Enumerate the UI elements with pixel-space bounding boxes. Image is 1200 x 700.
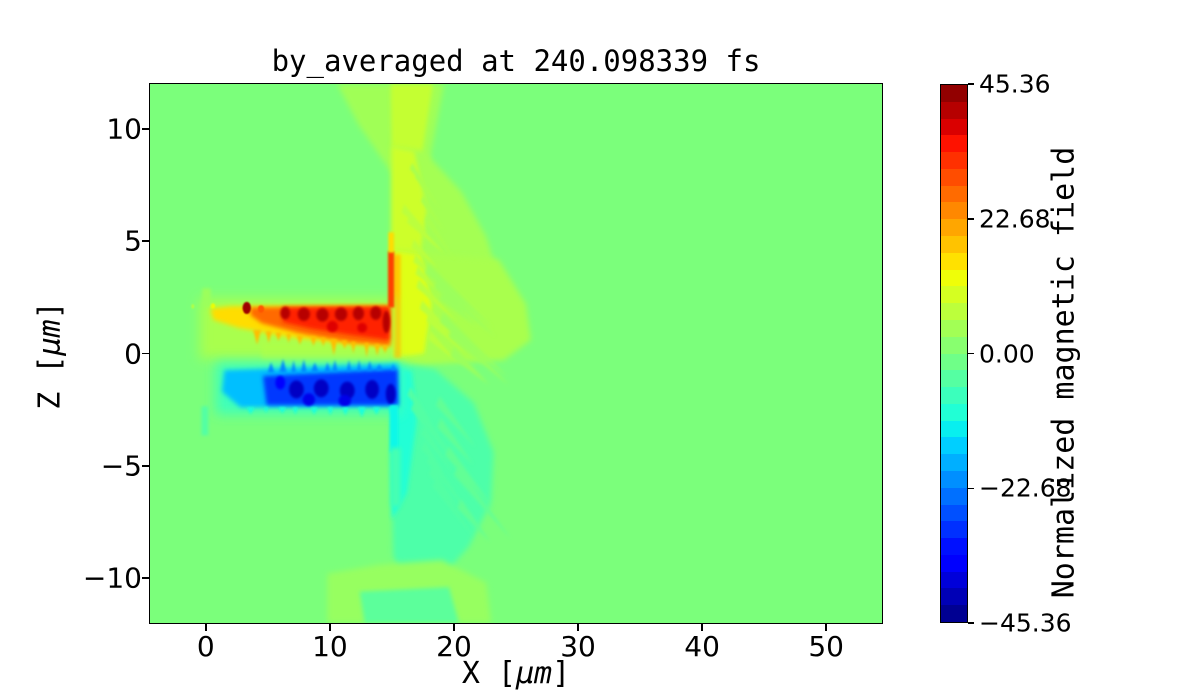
colorbar-band [941, 303, 967, 320]
y-tick-label: 5 [124, 224, 142, 258]
colorbar-band [941, 319, 967, 337]
colorbar-tick-label: −22.68 [979, 473, 1072, 503]
x-tick-mark [577, 623, 579, 631]
colorbar-band [941, 403, 967, 421]
y-tick-label: 10 [106, 112, 142, 146]
colorbar-tick-label: 22.68 [979, 204, 1051, 234]
colorbar-band [941, 269, 967, 287]
x-tick-label: 0 [196, 630, 215, 663]
colorbar [940, 84, 968, 623]
colorbar-tick-mark [968, 83, 974, 85]
colorbar-band [941, 487, 967, 505]
colorbar-band [941, 286, 967, 304]
colorbar-tick-label: 45.36 [979, 69, 1051, 99]
colorbar-band [941, 118, 967, 136]
colorbar-band [941, 353, 967, 371]
colorbar-band [941, 219, 967, 237]
colorbar-tick-label: 0.00 [979, 339, 1035, 368]
y-tick-label: −5 [100, 449, 142, 483]
x-tick-mark [453, 623, 455, 631]
x-tick-label: 30 [560, 630, 596, 663]
colorbar-band [941, 336, 967, 354]
colorbar-band [941, 605, 967, 622]
heatmap-image [150, 84, 882, 623]
heatmap-plot-area [150, 84, 882, 623]
colorbar-tick-mark [968, 487, 974, 489]
colorbar-band [941, 387, 967, 404]
x-tick-mark [329, 623, 331, 631]
colorbar-band [941, 152, 967, 169]
colorbar-band [941, 252, 967, 270]
colorbar-band [941, 85, 967, 102]
colorbar-tick-mark [968, 352, 974, 355]
colorbar-tick-label: −45.36 [979, 608, 1072, 638]
y-tick-mark [142, 240, 150, 242]
colorbar-band [941, 571, 967, 589]
colorbar-band [941, 554, 967, 572]
colorbar-band [941, 420, 967, 438]
x-tick-mark [701, 623, 703, 631]
y-tick-label: 0 [124, 337, 142, 370]
x-tick-label: 20 [436, 630, 472, 663]
colorbar-band [941, 521, 967, 539]
colorbar-band [941, 504, 967, 522]
y-tick-mark [142, 465, 150, 467]
colorbar-band [941, 202, 967, 220]
x-tick-mark [825, 623, 827, 631]
x-tick-mark [205, 623, 207, 631]
colorbar-band [941, 454, 967, 471]
plot-title: by_averaged at 240.098339 fs [271, 44, 761, 78]
colorbar-tick-mark [968, 622, 974, 624]
colorbar-band [941, 101, 967, 119]
y-tick-label: −10 [82, 561, 142, 595]
colorbar-band [941, 470, 967, 488]
x-tick-label: 40 [684, 630, 720, 663]
y-tick-mark [142, 577, 150, 579]
y-axis-label: Z [μm] [32, 301, 68, 410]
x-tick-label: 10 [312, 630, 348, 663]
colorbar-tick-mark [968, 218, 974, 220]
colorbar-band [941, 437, 967, 455]
colorbar-band [941, 135, 967, 153]
x-tick-label: 50 [808, 630, 844, 663]
x-axis-label: X [μm] [461, 656, 571, 691]
y-tick-mark [142, 352, 150, 355]
y-tick-mark [142, 128, 150, 130]
colorbar-band [941, 168, 967, 186]
colorbar-band [941, 236, 967, 253]
colorbar-band [941, 538, 967, 555]
colorbar-band [941, 185, 967, 203]
colorbar-band [941, 588, 967, 606]
colorbar-band [941, 370, 967, 388]
colorbar-label: Normalized magnetic field [1046, 146, 1082, 599]
